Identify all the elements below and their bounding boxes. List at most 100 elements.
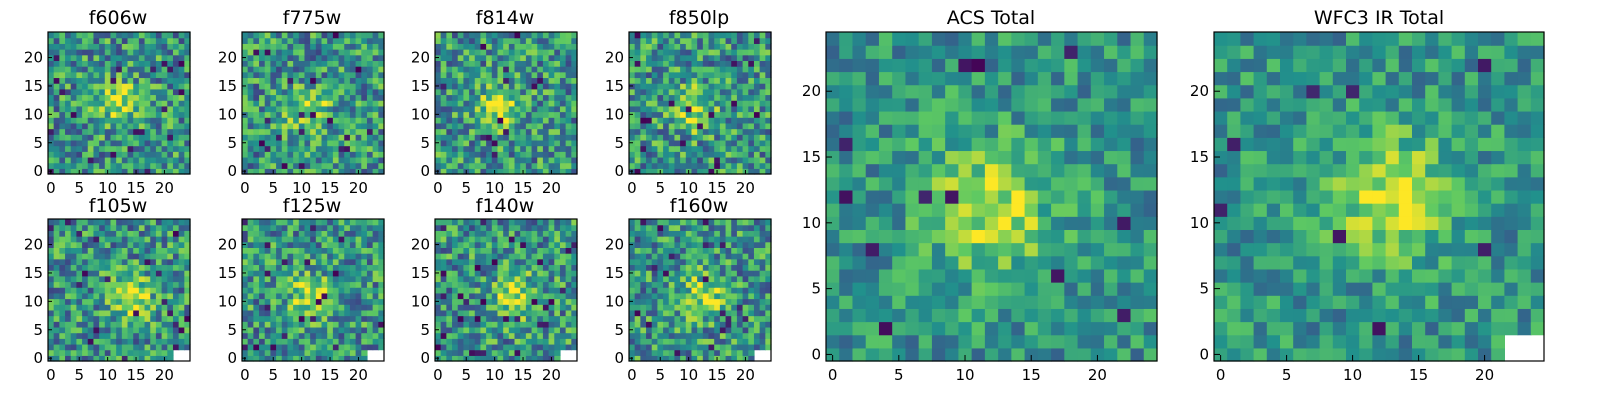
heatmap-pixel xyxy=(651,105,658,113)
heatmap-pixel xyxy=(736,105,744,113)
heatmap-pixel xyxy=(264,32,271,39)
heatmap-pixel xyxy=(759,292,766,300)
heatmap-pixel xyxy=(674,156,681,164)
heatmap-pixel xyxy=(110,298,117,305)
heatmap-pixel xyxy=(525,156,533,164)
heatmap-pixel xyxy=(310,54,317,61)
heatmap-pixel xyxy=(178,292,185,300)
heatmap-pixel xyxy=(48,94,55,101)
heatmap-pixel xyxy=(731,139,738,147)
heatmap-pixel xyxy=(349,332,357,339)
heatmap-pixel xyxy=(629,134,636,141)
heatmap-pixel xyxy=(554,88,561,96)
heatmap-pixel xyxy=(281,219,289,226)
heatmap-pixel xyxy=(474,247,482,254)
heatmap-pixel xyxy=(253,151,260,158)
heatmap-pixel xyxy=(99,224,106,231)
heatmap-pixel xyxy=(184,71,191,79)
heatmap-pixel xyxy=(725,32,732,39)
heatmap-pixel xyxy=(514,321,521,328)
heatmap-pixel xyxy=(104,258,112,266)
heatmap-pixel xyxy=(685,139,693,147)
heatmap-pixel xyxy=(178,315,185,322)
heatmap-pixel xyxy=(144,309,151,317)
heatmap-pixel xyxy=(463,281,470,288)
heatmap-pixel xyxy=(446,162,453,169)
heatmap-pixel xyxy=(486,253,493,260)
heatmap-pixel xyxy=(247,332,254,339)
heatmap-pixel xyxy=(668,77,676,84)
heatmap-pixel xyxy=(338,111,345,118)
heatmap-pixel xyxy=(646,117,653,124)
heatmap-pixel xyxy=(366,83,374,90)
heatmap-pixel xyxy=(708,100,715,107)
heatmap-pixel xyxy=(372,298,379,305)
heatmap-pixel xyxy=(486,156,493,164)
heatmap-pixel xyxy=(474,83,482,90)
heatmap-pixel xyxy=(138,162,146,169)
heatmap-pixel xyxy=(133,343,140,351)
heatmap-pixel xyxy=(53,298,60,305)
heatmap-pixel xyxy=(486,315,493,322)
heatmap-pixel xyxy=(531,304,538,311)
heatmap-pixel xyxy=(554,139,561,147)
heatmap-pixel xyxy=(646,83,653,90)
heatmap-pixel xyxy=(293,156,300,164)
heatmap-pixel xyxy=(59,349,66,356)
heatmap-pixel xyxy=(116,168,123,175)
heatmap-pixel xyxy=(315,281,323,288)
heatmap-pixel xyxy=(474,168,482,175)
heatmap-pixel xyxy=(491,253,499,260)
heatmap-pixel xyxy=(457,145,464,152)
heatmap-pixel xyxy=(480,105,487,113)
heatmap-pixel xyxy=(121,230,129,237)
heatmap-pixel xyxy=(110,321,117,328)
heatmap-pixel xyxy=(293,77,300,84)
heatmap-pixel xyxy=(184,304,191,311)
heatmap-pixel xyxy=(657,326,664,334)
heatmap-pixel xyxy=(520,338,527,345)
heatmap-pixel xyxy=(657,287,664,294)
heatmap-pixel xyxy=(298,105,306,113)
heatmap-pixel xyxy=(270,247,277,254)
heatmap-pixel xyxy=(93,281,100,288)
heatmap-pixel xyxy=(70,128,77,135)
heatmap-pixel xyxy=(87,292,95,300)
heatmap-pixel xyxy=(110,117,117,124)
heatmap-pixel xyxy=(327,139,334,147)
heatmap-pixel xyxy=(184,100,191,107)
heatmap-pixel xyxy=(463,264,470,271)
heatmap-pixel xyxy=(759,66,766,73)
heatmap-pixel xyxy=(172,88,180,96)
heatmap-pixel xyxy=(82,71,89,79)
heatmap-pixel xyxy=(355,60,362,67)
heatmap-pixel xyxy=(753,54,761,61)
heatmap-pixel xyxy=(491,54,499,61)
heatmap-pixel xyxy=(565,100,572,107)
heatmap-pixel xyxy=(87,224,95,231)
heatmap-pixel xyxy=(503,94,510,101)
heatmap-pixel xyxy=(674,287,681,294)
heatmap-pixel xyxy=(571,287,578,294)
heatmap-pixel xyxy=(76,37,83,44)
heatmap-pixel xyxy=(253,71,260,79)
heatmap-pixel xyxy=(491,145,499,152)
heatmap-pixel xyxy=(469,309,476,317)
heatmap-pixel xyxy=(629,43,636,50)
heatmap-pixel xyxy=(680,338,687,345)
heatmap-pixel xyxy=(144,287,151,294)
heatmap-pixel xyxy=(736,43,744,50)
heatmap-pixel xyxy=(469,236,476,243)
heatmap-pixel xyxy=(525,94,533,101)
heatmap-pixel xyxy=(463,128,470,135)
heatmap-pixel xyxy=(178,122,185,130)
heatmap-pixel xyxy=(155,37,163,44)
heatmap-pixel xyxy=(571,145,578,152)
heatmap-pixel xyxy=(714,156,721,164)
heatmap-pixel xyxy=(702,304,710,311)
heatmap-pixel xyxy=(554,343,561,351)
heatmap-pixel xyxy=(298,151,306,158)
heatmap-pixel xyxy=(287,309,294,317)
heatmap-pixel xyxy=(127,94,134,101)
